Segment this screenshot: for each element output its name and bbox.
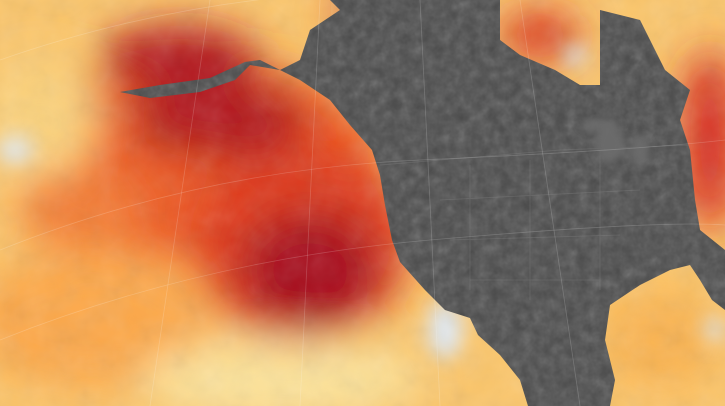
great-lakes: [580, 119, 650, 164]
